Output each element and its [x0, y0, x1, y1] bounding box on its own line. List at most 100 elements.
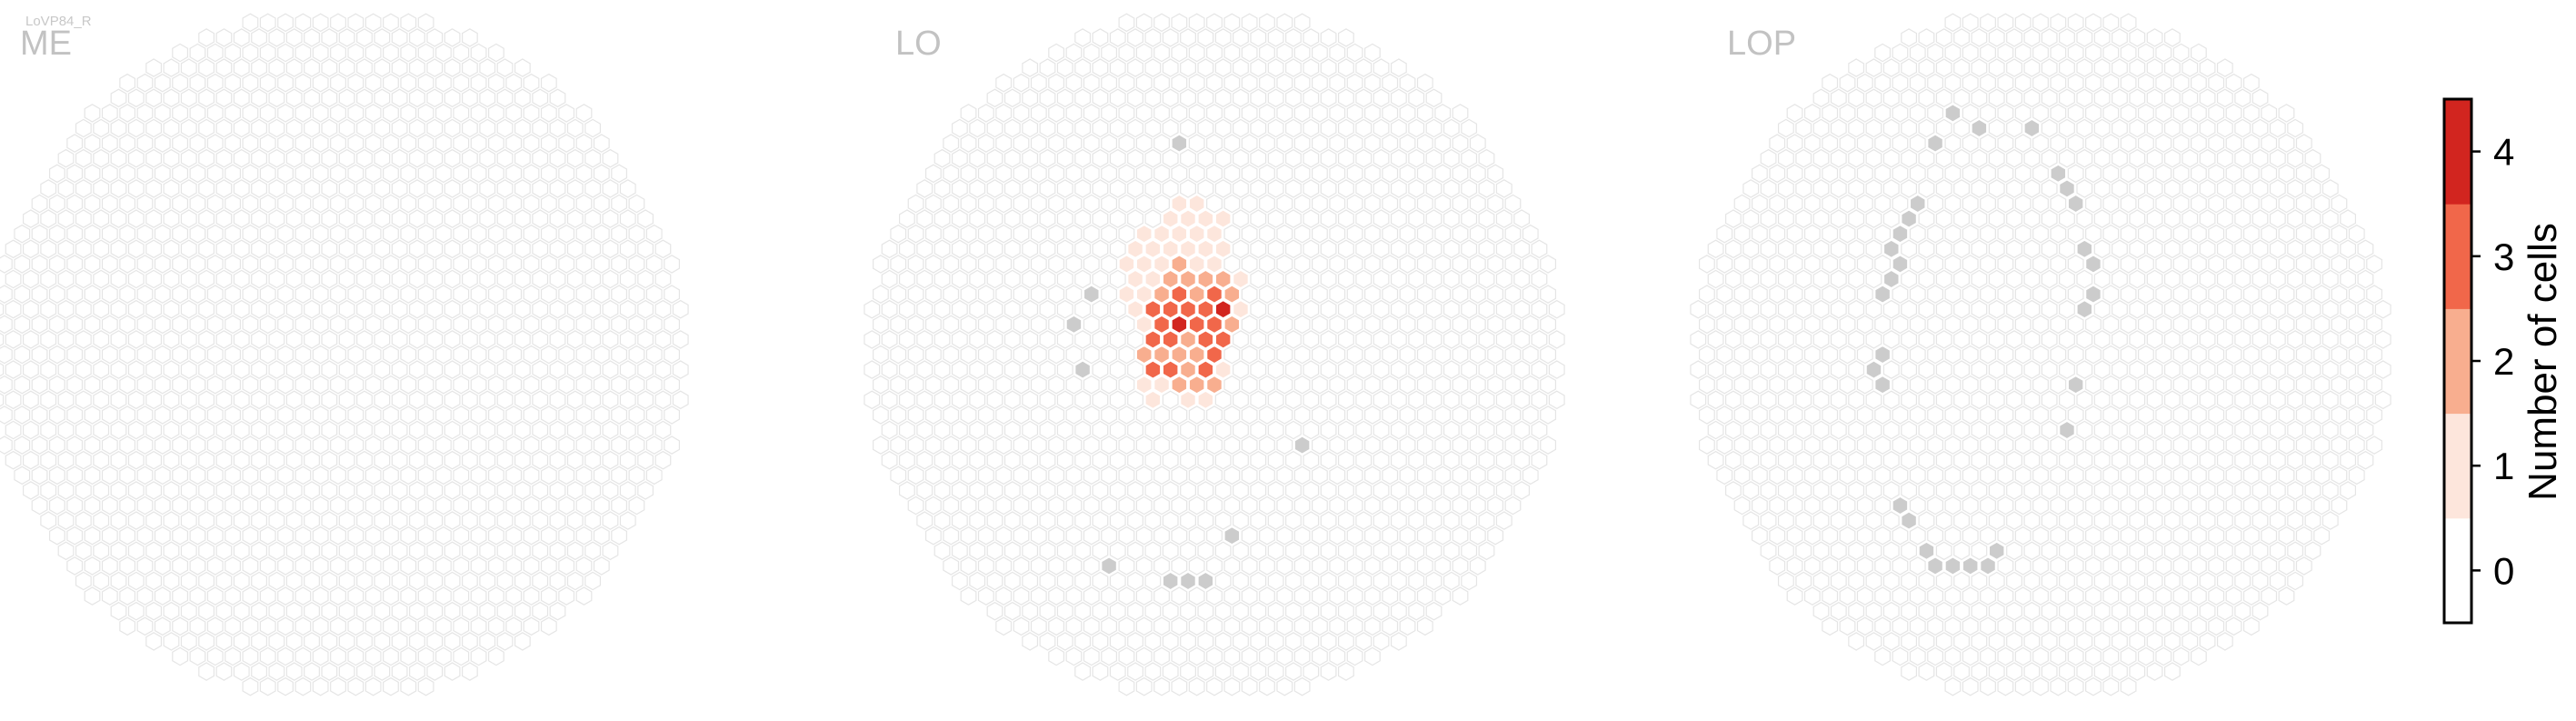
hex-cell — [374, 239, 391, 259]
hex-cell — [960, 194, 977, 214]
hex-cell — [487, 436, 504, 455]
hex-cell — [2050, 586, 2067, 606]
hex-cell — [575, 104, 593, 123]
hex-cell — [637, 330, 654, 349]
hex-cell — [189, 466, 206, 486]
hex-cell — [2138, 375, 2154, 395]
hex-cell — [1329, 345, 1346, 365]
hex-cell — [1048, 345, 1065, 365]
hex-cell-filled — [1162, 330, 1179, 349]
hex-cell — [391, 299, 408, 319]
hex-cell — [514, 239, 531, 259]
hex-cell — [977, 436, 994, 455]
hex-cell — [1346, 616, 1363, 636]
hex-cell — [873, 436, 889, 455]
hex-cell — [1162, 179, 1179, 198]
hex-cell — [1716, 466, 1733, 486]
hex-cell — [1777, 420, 1794, 440]
hex-cell — [1180, 58, 1196, 77]
hex-cell — [1865, 118, 1882, 138]
hex-cell — [2146, 481, 2163, 500]
hex-cell — [1980, 104, 1996, 123]
hex-cell — [2085, 164, 2102, 184]
hex-cell — [1707, 299, 1724, 319]
hex-cell — [0, 345, 13, 365]
hex-cell — [1803, 406, 1821, 425]
hex-cell — [1839, 224, 1856, 244]
hex-cell — [487, 345, 504, 365]
hex-cell — [1865, 269, 1882, 289]
hex-cell — [2059, 481, 2075, 500]
hex-cell — [2163, 632, 2181, 651]
hex-cell — [487, 406, 504, 425]
hex-cell — [2225, 164, 2242, 184]
hex-cell-filled — [1197, 239, 1214, 259]
hex-cell — [1144, 148, 1162, 168]
hex-cell — [1293, 676, 1311, 696]
hex-cell — [1241, 104, 1258, 123]
hex-cell — [31, 496, 48, 516]
hex-cell — [2216, 541, 2233, 561]
hex-cell — [127, 420, 145, 440]
hex-cell — [2093, 239, 2111, 259]
hex-cell — [1197, 511, 1214, 530]
hex-cell — [110, 148, 127, 168]
hex-cell — [1742, 239, 1760, 259]
hex-cell — [1382, 224, 1399, 244]
hex-cell — [1003, 118, 1021, 138]
hex-cell — [2112, 571, 2128, 591]
hex-cell — [1293, 345, 1311, 365]
hex-cell — [1751, 224, 1768, 244]
hex-cell — [461, 662, 478, 681]
hex-cell — [383, 526, 399, 546]
hex-cell — [1980, 255, 1996, 274]
hex-cell — [364, 43, 382, 63]
hex-cell — [347, 676, 364, 696]
hex-cell — [93, 360, 110, 379]
hex-cell — [2041, 299, 2058, 319]
hex-cell — [66, 375, 84, 395]
hex-cell — [338, 360, 355, 379]
hex-cell — [2242, 436, 2260, 455]
hex-cell — [2093, 360, 2111, 379]
hex-cell — [2023, 601, 2041, 621]
hex-cell — [1769, 345, 1786, 365]
hex-cell — [1935, 269, 1952, 289]
hex-cell — [628, 375, 645, 395]
hex-cell — [881, 450, 898, 470]
hex-cell — [943, 224, 960, 244]
hex-cell — [1259, 496, 1275, 516]
hex-cell — [2120, 285, 2137, 304]
hex-cell-inactive — [1892, 496, 1909, 516]
hex-cell — [2112, 118, 2128, 138]
hex-cell — [2129, 148, 2146, 168]
hex-cell — [2216, 118, 2233, 138]
hex-cell — [898, 420, 915, 440]
hex-cell — [1707, 390, 1724, 410]
hex-cell — [277, 496, 294, 516]
hex-cell — [1504, 194, 1522, 214]
hex-cell-inactive — [1962, 556, 1979, 576]
hex-cell — [163, 88, 180, 108]
hex-cell — [1909, 315, 1926, 335]
hex-cell — [1769, 224, 1786, 244]
hex-cell — [1399, 556, 1416, 576]
hex-cell — [0, 332, 5, 346]
hex-cell — [2313, 345, 2331, 365]
hex-cell — [1118, 315, 1135, 335]
hex-cell — [1083, 164, 1100, 184]
hex-cell — [304, 58, 320, 77]
hex-cell — [1716, 224, 1733, 244]
hex-cell — [1312, 285, 1328, 304]
hex-cell — [2357, 420, 2374, 440]
hex-cell — [514, 571, 531, 591]
hex-cell — [409, 330, 425, 349]
hex-cell — [1153, 73, 1170, 93]
hex-cell — [943, 345, 960, 365]
hex-cell — [304, 481, 320, 500]
hex-cell — [2190, 104, 2207, 123]
hex-cell — [1865, 571, 1882, 591]
hex-cell — [215, 662, 233, 681]
hex-cell — [2172, 164, 2190, 184]
hex-cell — [154, 345, 171, 365]
